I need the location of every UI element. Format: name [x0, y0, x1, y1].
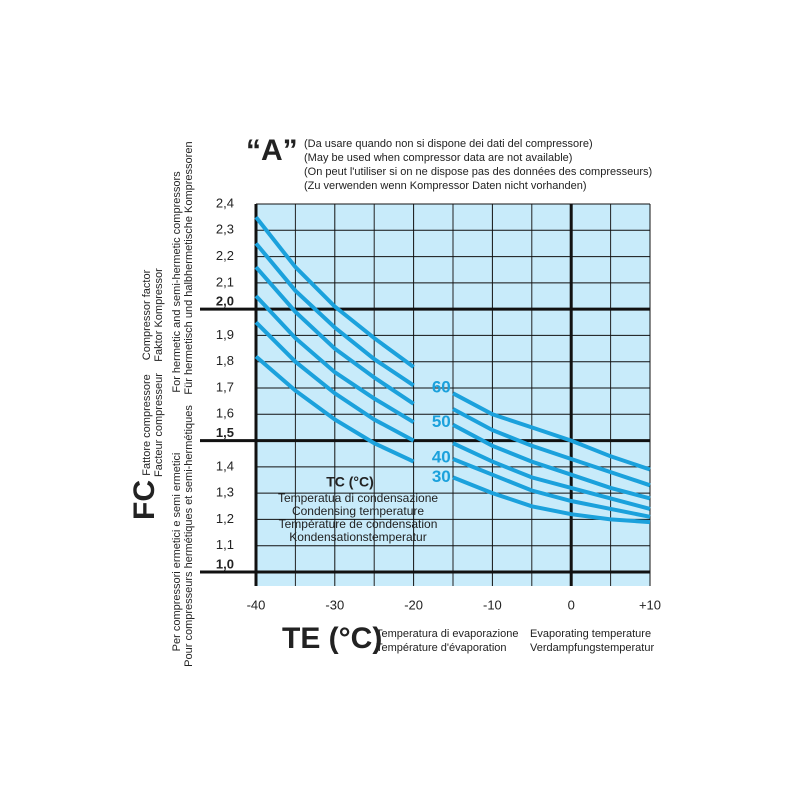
- y-tick-label: 2,2: [216, 248, 234, 263]
- y-axis-note: Facteur compresseur: [153, 373, 165, 477]
- y-tick-label: 1,1: [216, 537, 234, 552]
- y-tick-label: 1,7: [216, 379, 234, 394]
- x-axis-note: Temperatura di evaporazione: [376, 628, 518, 640]
- y-axis-note: Pour compresseurs hermétiques et semi-he…: [183, 405, 195, 667]
- y-tick-label: 1,5: [216, 425, 234, 440]
- subtitle: (On peut l'utiliser si on ne dispose pas…: [304, 166, 652, 178]
- subtitle: (Da usare quando non si dispone dei dati…: [304, 138, 593, 150]
- y-tick-label: 1,9: [216, 327, 234, 342]
- x-axis-note: Température d'évaporation: [376, 642, 507, 654]
- y-axis-note: Für hermetisch und halbhermetische Kompr…: [183, 141, 195, 394]
- subtitle: (May be used when compressor data are no…: [304, 152, 572, 164]
- y-tick-label: 1,3: [216, 485, 234, 500]
- y-tick-label: 2,1: [216, 274, 234, 289]
- legend-note: Température de condensation: [279, 517, 438, 531]
- curve: [254, 215, 651, 472]
- curve: [254, 320, 651, 519]
- subtitle: (Zu verwenden wenn Kompressor Daten nich…: [304, 180, 586, 192]
- legend-title: TC (°C): [326, 474, 374, 490]
- x-tick-label: -30: [325, 597, 344, 612]
- y-tick-label: 1,0: [216, 556, 234, 571]
- y-tick-label: 2,3: [216, 222, 234, 237]
- y-axis-note: For hermetic and semi-hermetic compresso…: [171, 171, 183, 393]
- x-tick-label: -10: [483, 597, 502, 612]
- curve: [254, 242, 651, 488]
- y-tick-label: 1,4: [216, 458, 234, 473]
- x-axis-label: TE (°C): [282, 622, 382, 655]
- y-tick-label: 1,8: [216, 353, 234, 368]
- curve: [254, 294, 651, 511]
- y-axis-note: Faktor Kompressor: [153, 268, 165, 362]
- y-axis-note: Fattore compressore: [141, 374, 153, 475]
- curve-label: 40: [432, 447, 451, 466]
- legend-note: Condensing temperature: [292, 504, 424, 518]
- y-axis-note: Compressor factor: [141, 269, 153, 360]
- x-axis-note: Verdampfungstemperatur: [530, 642, 654, 654]
- curve-label: 50: [432, 412, 451, 431]
- legend-note: Kondensationstemperatur: [289, 530, 426, 544]
- y-tick-label: 2,0: [216, 294, 234, 309]
- legend-note: Temperatua di condensazione: [278, 491, 438, 505]
- curve-label: 60: [432, 378, 451, 397]
- x-tick-label: +10: [639, 597, 661, 612]
- x-axis-note: Evaporating temperature: [530, 628, 651, 640]
- chart-title: “A”: [246, 134, 298, 167]
- y-tick-label: 1,2: [216, 511, 234, 526]
- x-tick-label: -40: [247, 597, 266, 612]
- curve-label: 30: [432, 467, 451, 486]
- curve: [254, 265, 651, 501]
- y-tick-label: 1,6: [216, 406, 234, 421]
- x-tick-label: 0: [568, 597, 575, 612]
- curve: [254, 354, 651, 525]
- y-tick-label: 2,4: [216, 195, 234, 210]
- y-axis-note: Per compressori ermetici e semi ermetici: [171, 453, 183, 652]
- y-axis-label: FC: [128, 480, 161, 520]
- x-tick-label: -20: [404, 597, 423, 612]
